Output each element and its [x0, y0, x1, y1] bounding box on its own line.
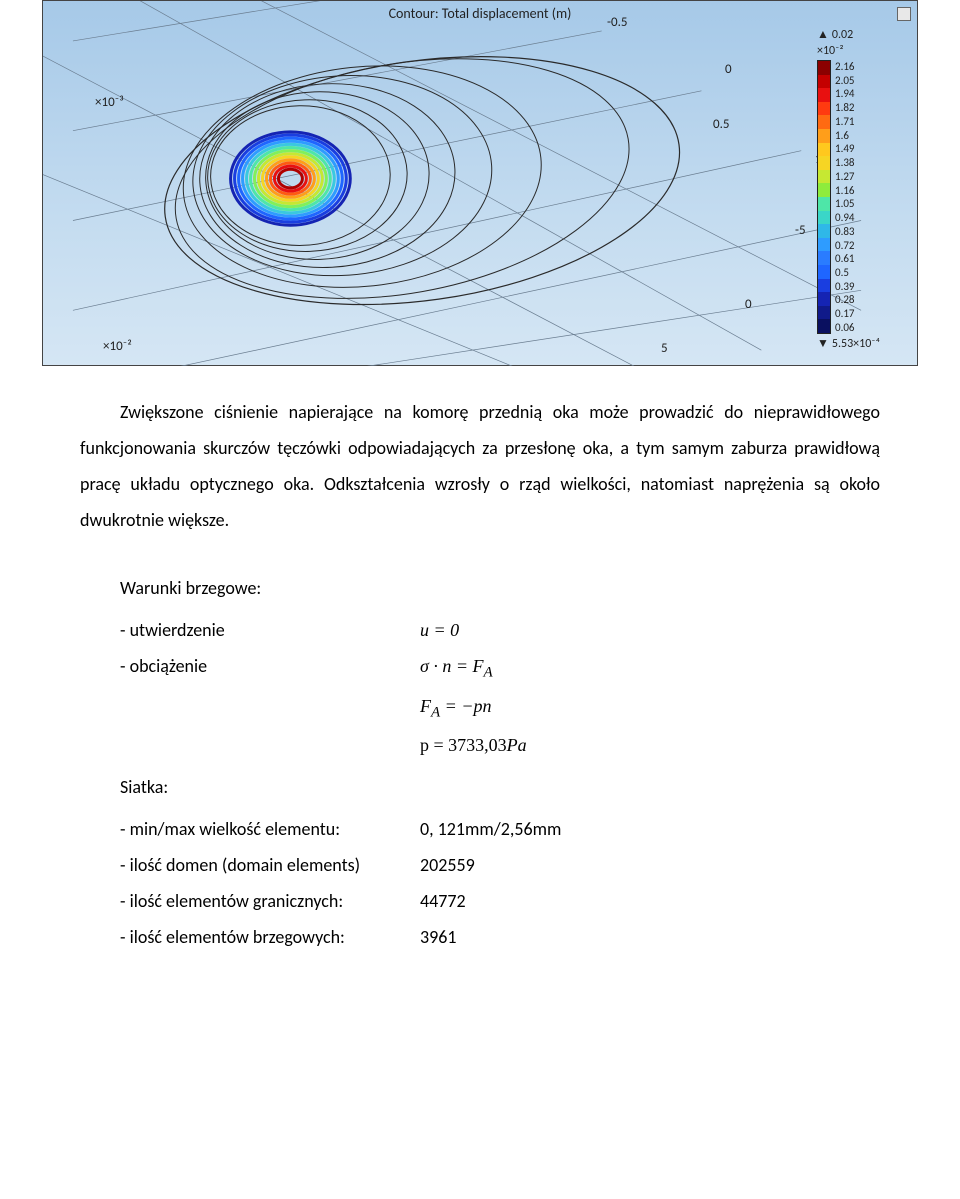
param-equation: u = 0: [420, 612, 459, 648]
plot-svg: [43, 1, 917, 366]
colorbar-tick: 1.82: [835, 101, 855, 114]
mesh-value: 0, 121mm/2,56mm: [420, 811, 561, 847]
colorbar-strip: [817, 60, 831, 334]
mesh-label: - ilość elementów granicznych:: [120, 883, 420, 919]
colorbar-tick: 0.17: [835, 307, 855, 320]
param-label: - utwierdzenie: [120, 612, 420, 648]
colorbar-tick: 0.06: [835, 321, 855, 334]
equation: FA = −pn: [120, 688, 880, 728]
colorbar-tick: 1.05: [835, 197, 855, 210]
colorbar-scale: ×10⁻²: [817, 44, 907, 58]
colorbar-tick: 2.16: [835, 60, 855, 73]
colorbar-tick: 0.28: [835, 293, 855, 306]
axis-label: ×10⁻²: [103, 339, 132, 354]
param-row: - utwierdzenieu = 0: [120, 612, 880, 648]
colorbar-tick: 1.94: [835, 87, 855, 100]
boundary-section: Warunki brzegowe: - utwierdzenieu = 0- o…: [0, 570, 960, 975]
param-equation: σ · n = FA: [420, 648, 493, 688]
mesh-row: - ilość elementów brzegowych:3961: [120, 919, 880, 955]
axis-label: 0: [745, 297, 752, 312]
colorbar-tick: 0.94: [835, 211, 855, 224]
colorbar-tick: 0.61: [835, 252, 855, 265]
colorbar-tick: 1.27: [835, 170, 855, 183]
mesh-row: - min/max wielkość elementu:0, 121mm/2,5…: [120, 811, 880, 847]
plot-title: Contour: Total displacement (m): [43, 5, 917, 22]
contour-plot: Contour: Total displacement (m) ×10⁻³ ×1…: [42, 0, 918, 366]
expand-icon[interactable]: [897, 7, 911, 21]
axis-label: 0.5: [713, 117, 729, 132]
colorbar-tick: 0.5: [835, 266, 855, 279]
paragraph-text: Zwiększone ciśnienie napierające na komo…: [80, 401, 880, 531]
equation: p = 3733,03Pa: [120, 727, 880, 763]
param-row: - obciążenieσ · n = FA: [120, 648, 880, 688]
mesh-value: 44772: [420, 883, 466, 919]
min-marker-icon: ▼: [817, 336, 829, 351]
colorbar-tick: 1.16: [835, 184, 855, 197]
colorbar-tick: 1.49: [835, 142, 855, 155]
body-paragraph: Zwiększone ciśnienie napierające na komo…: [0, 394, 960, 570]
mesh-label: - ilość elementów brzegowych:: [120, 919, 420, 955]
axis-label: -0.5: [607, 15, 627, 30]
colorbar-labels: 2.162.051.941.821.711.61.491.381.271.161…: [831, 60, 855, 334]
param-label: - obciążenie: [120, 648, 420, 688]
colorbar-tick: 1.6: [835, 129, 855, 142]
min-value: 5.53×10⁻⁴: [832, 337, 880, 351]
colorbar-tick: 0.83: [835, 225, 855, 238]
mesh-value: 3961: [420, 919, 457, 955]
mesh-value: 202559: [420, 847, 475, 883]
mesh-label: - min/max wielkość elementu:: [120, 811, 420, 847]
axis-label: -5: [795, 223, 806, 238]
axis-label: 5: [661, 341, 668, 356]
peak-marker-icon: ▲: [817, 27, 829, 42]
peak-value: 0.02: [832, 28, 853, 42]
axis-label: ×10⁻³: [95, 95, 124, 110]
mesh-title: Siatka:: [120, 769, 880, 805]
colorbar-tick: 0.39: [835, 280, 855, 293]
mesh-row: - ilość domen (domain elements)202559: [120, 847, 880, 883]
axis-label: 0: [725, 62, 732, 77]
boundary-title: Warunki brzegowe:: [120, 570, 880, 606]
colorbar-tick: 2.05: [835, 74, 855, 87]
colorbar: ▲ 0.02 ×10⁻² 2.162.051.941.821.711.61.49…: [817, 27, 907, 351]
mesh-row: - ilość elementów granicznych:44772: [120, 883, 880, 919]
colorbar-tick: 1.71: [835, 115, 855, 128]
mesh-label: - ilość domen (domain elements): [120, 847, 420, 883]
colorbar-tick: 0.72: [835, 239, 855, 252]
colorbar-tick: 1.38: [835, 156, 855, 169]
